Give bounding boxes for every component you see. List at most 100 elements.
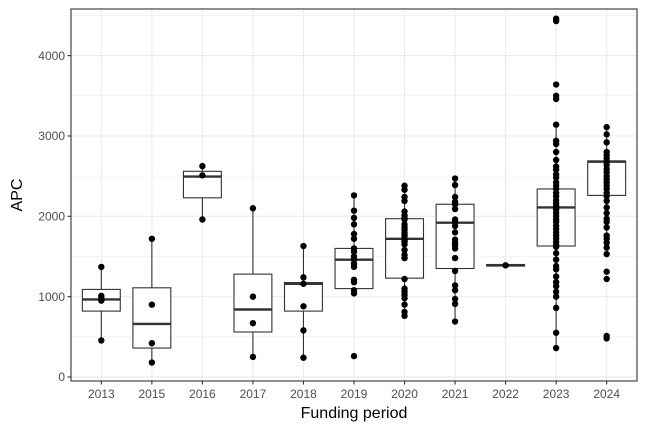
x-tick-label: 2013 — [88, 387, 115, 401]
data-point-2020 — [401, 246, 408, 254]
data-point-2017 — [249, 205, 257, 212]
data-point-2019 — [350, 278, 358, 286]
data-point-2024 — [603, 197, 610, 205]
data-point-2020 — [401, 254, 408, 262]
data-point-2023 — [552, 304, 560, 312]
data-point-2021 — [451, 175, 459, 182]
data-point-2013 — [98, 337, 105, 344]
data-point-2023 — [552, 95, 560, 103]
data-point-2021 — [451, 267, 459, 275]
data-point-2019 — [350, 207, 358, 214]
data-point-2024 — [603, 224, 610, 231]
data-point-2020 — [401, 312, 408, 320]
data-point-2021 — [451, 201, 459, 208]
data-point-2023 — [552, 293, 560, 300]
data-point-2016 — [199, 162, 206, 170]
data-point-2024 — [603, 218, 610, 226]
data-point-2024 — [603, 239, 610, 247]
data-point-2024 — [603, 139, 610, 146]
data-point-2023 — [552, 166, 560, 173]
data-point-2021 — [451, 295, 459, 303]
data-point-2020 — [401, 241, 408, 248]
data-point-2018 — [300, 303, 307, 310]
x-tick-label: 2016 — [189, 387, 216, 401]
data-point-2020 — [401, 301, 408, 308]
x-tick-label: 2018 — [290, 387, 317, 401]
data-point-2021 — [451, 205, 459, 213]
data-point-2015 — [148, 301, 156, 308]
data-point-2023 — [552, 17, 560, 25]
data-point-2024 — [603, 268, 610, 275]
data-point-2024 — [603, 209, 610, 217]
data-point-2018 — [300, 242, 307, 250]
y-tick-label: 3000 — [38, 129, 65, 143]
iqr-box — [283, 282, 323, 312]
y-axis-title: APC — [9, 179, 26, 212]
x-tick-label: 2021 — [442, 387, 469, 401]
data-point-2024 — [603, 275, 610, 283]
data-point-2023 — [552, 250, 560, 257]
x-axis-title: Funding period — [301, 405, 408, 422]
y-tick-label: 0 — [58, 370, 65, 384]
data-point-2019 — [350, 221, 358, 228]
data-point-2019 — [350, 248, 358, 255]
data-point-2017 — [249, 319, 257, 327]
y-tick-label: 1000 — [38, 290, 65, 304]
data-point-2019 — [350, 263, 358, 271]
data-point-2023 — [552, 266, 560, 273]
data-point-2023 — [552, 243, 560, 251]
data-point-2017 — [249, 293, 257, 300]
data-point-2024 — [603, 131, 610, 138]
x-tick-label: 2022 — [492, 387, 519, 401]
data-point-2023 — [552, 273, 560, 280]
data-point-2021 — [451, 254, 459, 262]
data-point-2023 — [552, 140, 560, 148]
data-point-2018 — [300, 280, 307, 287]
data-point-2021 — [451, 181, 459, 189]
data-point-2023 — [552, 288, 560, 296]
data-point-2019 — [350, 352, 358, 360]
data-point-2019 — [350, 235, 358, 242]
data-point-2021 — [451, 287, 459, 294]
data-point-2020 — [401, 197, 408, 205]
data-point-2020 — [401, 275, 408, 283]
data-point-2019 — [350, 214, 358, 222]
data-point-2024 — [603, 244, 610, 251]
x-tick-label: 2019 — [341, 387, 368, 401]
data-point-2013 — [98, 263, 105, 271]
x-tick-label: 2023 — [543, 387, 570, 401]
data-point-2019 — [350, 290, 358, 297]
box-2018 — [283, 246, 323, 358]
data-point-2020 — [401, 295, 408, 302]
data-point-2023 — [552, 174, 560, 181]
data-point-2015 — [148, 359, 156, 366]
data-point-2024 — [603, 335, 610, 342]
point-layer — [98, 15, 610, 366]
data-point-2018 — [300, 327, 307, 334]
data-point-2024 — [603, 193, 610, 200]
data-point-2015 — [148, 235, 156, 242]
data-point-2023 — [552, 329, 560, 336]
x-axis: 2013 2015 2016 2017 2018 2019 2020 2021 2022 2023… — [88, 381, 620, 401]
data-point-2021 — [451, 300, 459, 308]
box-2015 — [132, 238, 172, 363]
data-point-2023 — [552, 121, 560, 128]
data-point-2021 — [451, 222, 459, 230]
data-point-2024 — [603, 204, 610, 211]
data-point-2016 — [199, 216, 206, 223]
data-point-2018 — [300, 274, 307, 281]
data-point-2020 — [401, 216, 408, 223]
data-point-2022 — [502, 262, 509, 269]
data-point-2015 — [148, 340, 156, 347]
data-point-2021 — [451, 318, 459, 325]
data-point-2023 — [552, 282, 560, 290]
data-point-2023 — [552, 156, 560, 164]
data-point-2013 — [98, 297, 105, 304]
data-point-2021 — [451, 245, 459, 252]
x-tick-label: 2024 — [593, 387, 620, 401]
data-point-2024 — [603, 123, 610, 131]
iqr-box — [132, 287, 172, 349]
data-point-2023 — [552, 344, 560, 352]
data-point-2017 — [249, 353, 257, 361]
